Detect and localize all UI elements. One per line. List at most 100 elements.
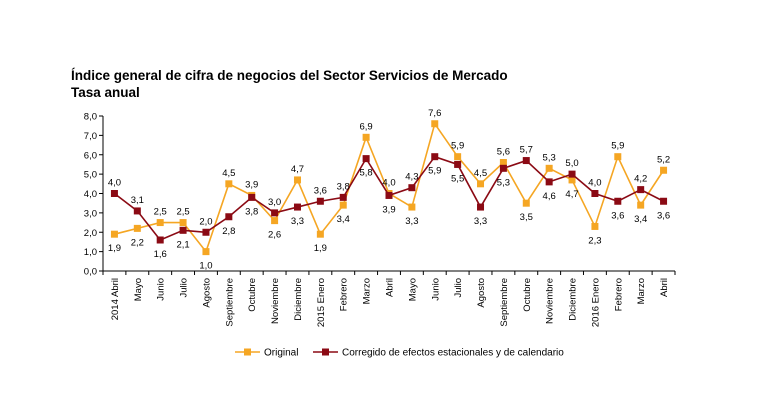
series-lines: [110, 120, 668, 256]
series-0-point: [156, 219, 164, 227]
data-label-corregido: 3,9: [382, 204, 395, 215]
legend-original-label: Original: [264, 348, 298, 359]
x-tick-label: Octubre: [247, 278, 258, 312]
data-label-original: 3,4: [634, 214, 647, 225]
series-0-point: [133, 224, 141, 232]
series-1-point: [477, 203, 485, 211]
data-label-original: 4,0: [382, 178, 395, 189]
x-tick-label: Agosto: [476, 278, 487, 308]
data-label-corregido: 3,3: [474, 216, 487, 227]
data-label-original: 5,9: [451, 141, 464, 152]
x-tick-label: Septiembre: [499, 278, 510, 327]
data-label-corregido: 2,0: [199, 216, 212, 227]
data-label-original: 2,6: [268, 230, 281, 241]
series-1-point: [293, 203, 301, 211]
data-label-original: 3,5: [520, 212, 533, 223]
chart-title: Índice general de cifra de negocios del …: [71, 68, 508, 83]
data-label-corregido: 3,8: [337, 181, 350, 192]
data-label-original: 4,7: [565, 189, 578, 200]
y-tick-label: 6,0: [84, 150, 97, 161]
data-label-corregido: 4,2: [634, 174, 647, 185]
series-0-point: [408, 203, 416, 211]
series-1-point: [339, 193, 347, 201]
y-tick-label: 3,0: [84, 208, 97, 219]
data-label-original: 5,3: [543, 152, 556, 163]
chart-title-block: Índice general de cifra de negocios del …: [71, 67, 508, 101]
data-label-original: 1,9: [314, 243, 327, 254]
y-tick-label: 5,0: [84, 170, 97, 181]
series-1-point: [271, 209, 279, 217]
x-tick-label: 2014 Abril: [110, 278, 121, 320]
y-tick-label: 7,0: [84, 131, 97, 142]
data-label-original: 4,7: [291, 164, 304, 175]
data-label-corregido: 4,0: [588, 178, 601, 189]
series-0-point: [271, 217, 279, 225]
series-0-point: [637, 201, 645, 209]
data-label-corregido: 4,3: [405, 172, 418, 183]
data-label-original: 4,5: [222, 168, 235, 179]
x-tick-label: Marzo: [362, 278, 373, 304]
series-0-point: [568, 176, 576, 184]
data-label-corregido: 3,8: [245, 206, 258, 217]
series-0-point: [110, 230, 118, 238]
data-label-corregido: 5,9: [428, 166, 441, 177]
x-tick-label: Octubre: [522, 278, 533, 312]
axes: 0,0 1,0 2,0 3,0 4,0 5,0 6,0 7,0 8,0 2014 Abril May…: [84, 112, 676, 327]
data-label-original: 5,2: [657, 154, 670, 165]
series-1-point: [568, 170, 576, 178]
data-label-original: 4,5: [474, 168, 487, 179]
y-tick-label: 1,0: [84, 247, 97, 258]
chart-subtitle: Tasa anual: [71, 85, 140, 100]
x-tick-label: Diciembre: [293, 278, 304, 321]
data-label-corregido: 3,1: [131, 195, 144, 206]
series-1-point: [591, 190, 599, 197]
series-1-point: [248, 193, 256, 201]
data-label-corregido: 3,0: [268, 197, 281, 208]
data-label-corregido: 5,7: [520, 145, 533, 156]
y-tick-label: 2,0: [84, 228, 97, 239]
x-tick-label: Septiembre: [224, 278, 235, 327]
data-label-corregido: 3,6: [611, 210, 624, 221]
legend-corregido-marker: [322, 348, 329, 356]
data-label-corregido: 2,1: [176, 239, 189, 250]
x-tick-label: Noviembre: [270, 278, 281, 324]
series-0-point: [477, 180, 485, 188]
x-tick-label: Marzo: [636, 278, 647, 304]
legend-corregido-label: Corregido de efectos estacionales y de c…: [342, 348, 564, 359]
data-label-original: 2,5: [154, 207, 167, 218]
data-label-original: 5,6: [497, 147, 510, 158]
series-1-point: [454, 160, 462, 168]
series-1-point: [179, 226, 187, 234]
data-label-corregido: 3,6: [314, 185, 327, 196]
data-label-corregido: 3,3: [291, 216, 304, 227]
series-1-point: [660, 197, 668, 205]
x-tick-label: 2016 Enero: [590, 278, 601, 327]
data-label-corregido: 5,5: [451, 173, 464, 184]
x-tick-label: 2015 Enero: [316, 278, 327, 327]
series-0-point: [339, 201, 347, 209]
series-0-point: [660, 166, 668, 174]
series-0-point: [316, 230, 324, 238]
series-1-point: [133, 207, 141, 215]
series-0-point: [431, 120, 439, 128]
data-label-corregido: 5,8: [360, 168, 373, 179]
y-tick-label: 0,0: [84, 267, 97, 278]
data-label-corregido: 1,6: [154, 249, 167, 260]
series-1-point: [362, 155, 370, 163]
data-label-original: 2,5: [176, 207, 189, 218]
series-0-point: [225, 180, 233, 188]
y-tick-label: 8,0: [84, 112, 97, 123]
y-tick-label: 4,0: [84, 189, 97, 200]
x-tick-label: Junio: [156, 278, 167, 301]
series-1-point: [545, 178, 553, 186]
x-tick-label: Junio: [430, 278, 441, 301]
x-tick-label: Febrero: [613, 278, 624, 311]
series-0-point: [591, 222, 599, 230]
series-1-point: [156, 236, 164, 244]
series-0-point: [202, 248, 210, 256]
series-1-point: [614, 197, 622, 205]
data-label-original: 6,9: [360, 121, 373, 132]
x-tick-label: Julio: [179, 278, 190, 298]
data-label-original: 7,6: [428, 108, 441, 119]
